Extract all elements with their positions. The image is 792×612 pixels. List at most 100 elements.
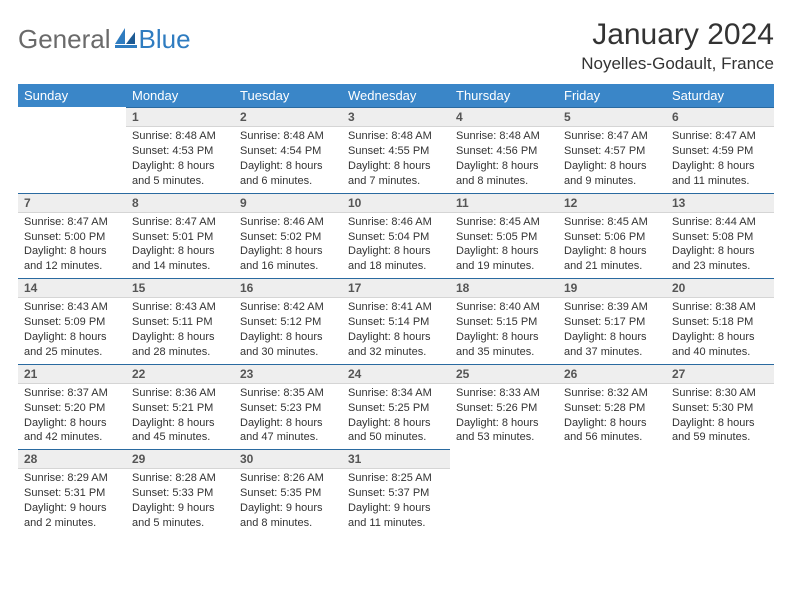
day-number: 15 (126, 278, 234, 298)
sunset-text: Sunset: 5:30 PM (672, 401, 768, 416)
calendar-body: 1Sunrise: 8:48 AMSunset: 4:53 PMDaylight… (18, 107, 774, 535)
sunrise-text: Sunrise: 8:41 AM (348, 300, 444, 315)
calendar-day-cell: 9Sunrise: 8:46 AMSunset: 5:02 PMDaylight… (234, 193, 342, 279)
calendar-day-cell (558, 449, 666, 535)
day-content: Sunrise: 8:43 AMSunset: 5:11 PMDaylight:… (126, 298, 234, 363)
day-number: 24 (342, 364, 450, 384)
brand-text-b: Blue (139, 24, 191, 55)
sunrise-text: Sunrise: 8:46 AM (240, 215, 336, 230)
calendar-day-cell: 25Sunrise: 8:33 AMSunset: 5:26 PMDayligh… (450, 364, 558, 450)
day-number: 4 (450, 107, 558, 127)
sunrise-text: Sunrise: 8:43 AM (132, 300, 228, 315)
day-content: Sunrise: 8:34 AMSunset: 5:25 PMDaylight:… (342, 384, 450, 449)
calendar-day-cell: 28 Sunrise: 8:29 AMSunset: 5:31 PMDayligh… (18, 449, 126, 535)
sunset-text: Sunset: 5:02 PM (240, 230, 336, 245)
day-content: Sunrise: 8:41 AMSunset: 5:14 PMDaylight:… (342, 298, 450, 363)
sunrise-text: Sunrise: 8:26 AM (240, 471, 336, 486)
day-number: 18 (450, 278, 558, 298)
day-number: 11 (450, 193, 558, 213)
calendar-day-cell: 14Sunrise: 8:43 AMSunset: 5:09 PMDayligh… (18, 278, 126, 364)
day-number: 29 (126, 449, 234, 469)
calendar-day-cell: 5Sunrise: 8:47 AMSunset: 4:57 PMDaylight… (558, 107, 666, 193)
calendar-week-row: 14Sunrise: 8:43 AMSunset: 5:09 PMDayligh… (18, 278, 774, 364)
page-header: General Blue January 2024 Noyelles-Godau… (18, 18, 774, 74)
day-content: Sunrise: 8:38 AMSunset: 5:18 PMDaylight:… (666, 298, 774, 363)
day-content: Sunrise: 8:30 AMSunset: 5:30 PMDaylight:… (666, 384, 774, 449)
day-content: Sunrise: 8:37 AMSunset: 5:20 PMDaylight:… (18, 384, 126, 449)
daylight-text: Daylight: 8 hours and 25 minutes. (24, 330, 120, 360)
day-number: 22 (126, 364, 234, 384)
day-content: Sunrise: 8:39 AMSunset: 5:17 PMDaylight:… (558, 298, 666, 363)
sunrise-text: Sunrise: 8:44 AM (672, 215, 768, 230)
sunset-text: Sunset: 5:04 PM (348, 230, 444, 245)
sunset-text: Sunset: 5:31 PM (24, 486, 120, 501)
sunset-text: Sunset: 4:53 PM (132, 144, 228, 159)
title-block: January 2024 Noyelles-Godault, France (581, 18, 774, 74)
day-content: Sunrise: 8:48 AMSunset: 4:54 PMDaylight:… (234, 127, 342, 192)
calendar-day-cell: 1Sunrise: 8:48 AMSunset: 4:53 PMDaylight… (126, 107, 234, 193)
sunset-text: Sunset: 4:57 PM (564, 144, 660, 159)
daylight-text: Daylight: 9 hours and 5 minutes. (132, 501, 228, 531)
day-number: 12 (558, 193, 666, 213)
day-content: Sunrise: 8:45 AMSunset: 5:05 PMDaylight:… (450, 213, 558, 278)
sunrise-text: Sunrise: 8:39 AM (564, 300, 660, 315)
day-content: Sunrise: 8:48 AMSunset: 4:56 PMDaylight:… (450, 127, 558, 192)
day-number: 28 (18, 449, 126, 469)
calendar-day-cell: 11Sunrise: 8:45 AMSunset: 5:05 PMDayligh… (450, 193, 558, 279)
day-number: 6 (666, 107, 774, 127)
day-content: Sunrise: 8:33 AMSunset: 5:26 PMDaylight:… (450, 384, 558, 449)
day-content: Sunrise: 8:47 AMSunset: 4:59 PMDaylight:… (666, 127, 774, 192)
calendar-day-cell: 10Sunrise: 8:46 AMSunset: 5:04 PMDayligh… (342, 193, 450, 279)
sunrise-text: Sunrise: 8:48 AM (240, 129, 336, 144)
location-label: Noyelles-Godault, France (581, 54, 774, 74)
daylight-text: Daylight: 9 hours and 11 minutes. (348, 501, 444, 531)
weekday-header: Friday (558, 84, 666, 107)
calendar-day-cell: 31Sunrise: 8:25 AMSunset: 5:37 PMDayligh… (342, 449, 450, 535)
sunrise-text: Sunrise: 8:43 AM (24, 300, 120, 315)
calendar-day-cell: 19Sunrise: 8:39 AMSunset: 5:17 PMDayligh… (558, 278, 666, 364)
calendar-day-cell: 3Sunrise: 8:48 AMSunset: 4:55 PMDaylight… (342, 107, 450, 193)
month-title: January 2024 (581, 18, 774, 52)
day-number: 30 (234, 449, 342, 469)
day-number: 27 (666, 364, 774, 384)
calendar-day-cell: 4Sunrise: 8:48 AMSunset: 4:56 PMDaylight… (450, 107, 558, 193)
day-content: Sunrise: 8:25 AMSunset: 5:37 PMDaylight:… (342, 469, 450, 534)
sunrise-text: Sunrise: 8:47 AM (564, 129, 660, 144)
day-number: 31 (342, 449, 450, 469)
sunrise-text: Sunrise: 8:29 AM (24, 471, 120, 486)
daylight-text: Daylight: 8 hours and 59 minutes. (672, 416, 768, 446)
day-content: Sunrise: 8:28 AMSunset: 5:33 PMDaylight:… (126, 469, 234, 534)
day-number: 21 (18, 364, 126, 384)
day-number: 8 (126, 193, 234, 213)
weekday-header: Saturday (666, 84, 774, 107)
sunset-text: Sunset: 5:23 PM (240, 401, 336, 416)
brand-text-a: General (18, 24, 111, 55)
sunset-text: Sunset: 5:17 PM (564, 315, 660, 330)
sunset-text: Sunset: 5:18 PM (672, 315, 768, 330)
sunset-text: Sunset: 5:12 PM (240, 315, 336, 330)
calendar-day-cell: 23Sunrise: 8:35 AMSunset: 5:23 PMDayligh… (234, 364, 342, 450)
day-content: Sunrise: 8:47 AMSunset: 5:00 PMDaylight:… (18, 213, 126, 278)
weekday-header-row: Sunday Monday Tuesday Wednesday Thursday… (18, 84, 774, 107)
sunrise-text: Sunrise: 8:48 AM (348, 129, 444, 144)
calendar-day-cell: 6Sunrise: 8:47 AMSunset: 4:59 PMDaylight… (666, 107, 774, 193)
day-number: 19 (558, 278, 666, 298)
daylight-text: Daylight: 8 hours and 32 minutes. (348, 330, 444, 360)
day-content: Sunrise: 8:47 AMSunset: 5:01 PMDaylight:… (126, 213, 234, 278)
daylight-text: Daylight: 8 hours and 37 minutes. (564, 330, 660, 360)
daylight-text: Daylight: 8 hours and 18 minutes. (348, 244, 444, 274)
day-number: 16 (234, 278, 342, 298)
daylight-text: Daylight: 8 hours and 35 minutes. (456, 330, 552, 360)
sunrise-text: Sunrise: 8:36 AM (132, 386, 228, 401)
sunrise-text: Sunrise: 8:47 AM (24, 215, 120, 230)
daylight-text: Daylight: 8 hours and 56 minutes. (564, 416, 660, 446)
sunrise-text: Sunrise: 8:45 AM (456, 215, 552, 230)
daylight-text: Daylight: 9 hours and 2 minutes. (24, 501, 120, 531)
calendar-day-cell: 21Sunrise: 8:37 AMSunset: 5:20 PMDayligh… (18, 364, 126, 450)
sunset-text: Sunset: 4:54 PM (240, 144, 336, 159)
calendar-day-cell: 18Sunrise: 8:40 AMSunset: 5:15 PMDayligh… (450, 278, 558, 364)
sunrise-text: Sunrise: 8:45 AM (564, 215, 660, 230)
daylight-text: Daylight: 8 hours and 14 minutes. (132, 244, 228, 274)
day-number: 5 (558, 107, 666, 127)
sunset-text: Sunset: 5:15 PM (456, 315, 552, 330)
